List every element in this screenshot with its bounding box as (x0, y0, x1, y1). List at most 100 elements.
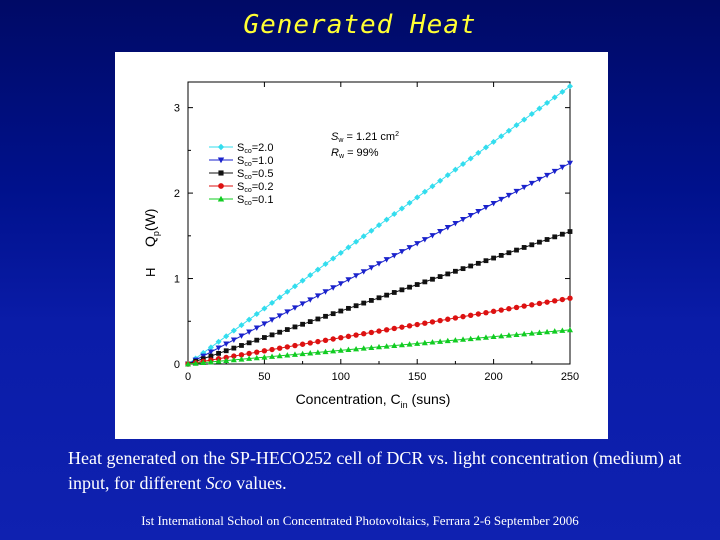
series-point-diamond (391, 211, 398, 218)
series-point-diamond (253, 311, 260, 318)
series-point-circle (460, 313, 466, 320)
series-point-triangle-up (246, 355, 253, 361)
series-point-triangle-down (299, 301, 306, 307)
series-point-triangle-up (490, 333, 497, 340)
series-point-circle (261, 348, 268, 354)
series-point-square (544, 237, 550, 242)
series-point-triangle-down (444, 225, 451, 231)
series-point-triangle-up (215, 358, 222, 364)
series-point-diamond (559, 88, 566, 95)
series-point-diamond (230, 327, 237, 334)
series-point-square (277, 329, 283, 335)
series-point-circle (544, 299, 550, 305)
series-point-circle (429, 319, 436, 325)
series-point-triangle-up (551, 328, 558, 334)
series-point-square (437, 274, 443, 279)
series-point-square (384, 292, 390, 298)
series-point-square (292, 324, 298, 330)
series-point-square (262, 335, 267, 340)
series-point-diamond (528, 111, 535, 118)
series-point-diamond (398, 205, 405, 212)
series-point-square (216, 351, 221, 356)
series-point-circle (490, 308, 497, 315)
series-point-circle (552, 298, 558, 304)
series-point-circle (338, 334, 344, 341)
series-point-triangle-up (437, 338, 444, 344)
x-axis-label: Concentration, Cin (suns) (296, 391, 451, 410)
series-point-triangle-up (238, 356, 245, 362)
series-point-triangle-up (299, 350, 306, 357)
series-point-square (468, 263, 474, 269)
x-tick-label: 200 (484, 371, 502, 383)
series-point-diamond (307, 272, 314, 279)
series-point-triangle-up (383, 343, 390, 349)
series-point-diamond (276, 294, 283, 301)
series-point-triangle-up (223, 357, 230, 363)
series-point-circle (315, 338, 321, 345)
series-point-triangle-up (559, 327, 566, 333)
series-point-triangle-up (567, 326, 573, 333)
series-point-diamond (261, 305, 268, 312)
series-point-diamond (475, 149, 482, 156)
series-5 (185, 326, 573, 367)
series-point-diamond (360, 233, 367, 240)
series-point-diamond (284, 288, 291, 295)
series-point-circle (223, 354, 229, 361)
x-tick-label: 0 (185, 371, 191, 383)
series-point-circle (498, 307, 504, 313)
series-point-triangle-up (368, 344, 375, 350)
series-point-triangle-down (406, 245, 413, 251)
legend-label: Sco=0.5 (237, 168, 273, 181)
series-point-triangle-up (253, 354, 260, 361)
series-point-triangle-up (314, 349, 321, 355)
caption-text: Heat generated on the SP-HECO252 cell of… (68, 448, 682, 493)
series-point-triangle-down (215, 345, 222, 351)
series-3 (185, 229, 573, 367)
series-point-circle (322, 337, 329, 344)
y-axis-label: Qp(W) (142, 209, 161, 247)
series-point-diamond (299, 277, 306, 284)
series-point-circle (284, 344, 291, 350)
series-point-triangle-up (528, 330, 535, 336)
caption-sco: Sco (205, 473, 232, 493)
series-point-triangle-up (230, 356, 237, 363)
series-point-square (407, 284, 412, 290)
series-point-circle (231, 353, 237, 359)
series-point-triangle-up (414, 340, 421, 346)
series-point-triangle-down (421, 237, 428, 243)
series-point-square (460, 266, 466, 272)
series-point-triangle-up (391, 342, 398, 348)
series-point-diamond (460, 161, 467, 168)
series-1 (185, 83, 573, 367)
series-point-triangle-down (383, 257, 390, 263)
series-point-diamond (521, 116, 528, 123)
series-point-triangle-up (505, 332, 512, 338)
series-point-triangle-down (490, 200, 497, 207)
series-point-triangle-down (337, 281, 344, 287)
footer: Ist International School on Concentrated… (141, 513, 579, 528)
series-point-triangle-up (360, 345, 367, 351)
y-tick-label: 1 (174, 274, 180, 286)
series-point-circle (353, 332, 359, 338)
series-point-circle (307, 340, 313, 346)
series-point-diamond (217, 143, 225, 151)
series-point-diamond (345, 244, 352, 251)
series-point-circle (559, 296, 566, 303)
series-point-triangle-down (559, 164, 566, 171)
series-point-square (346, 305, 351, 311)
series-point-square (300, 321, 305, 327)
series-point-triangle-down (437, 229, 444, 235)
series-point-triangle-up (513, 331, 520, 338)
series-point-diamond (291, 283, 298, 290)
series-point-triangle-down (322, 289, 329, 295)
series-point-triangle-down (551, 168, 558, 175)
series-point-square (422, 279, 428, 285)
legend-item: Sco=1.0 (209, 155, 273, 168)
series-point-triangle-up (482, 334, 489, 340)
series-point-triangle-down (314, 293, 321, 299)
series-layer (185, 83, 573, 367)
series-2 (185, 160, 573, 367)
series-point-triangle-up (521, 330, 528, 337)
y-tick-label: 0 (174, 359, 180, 371)
series-point-triangle-down (223, 341, 230, 347)
